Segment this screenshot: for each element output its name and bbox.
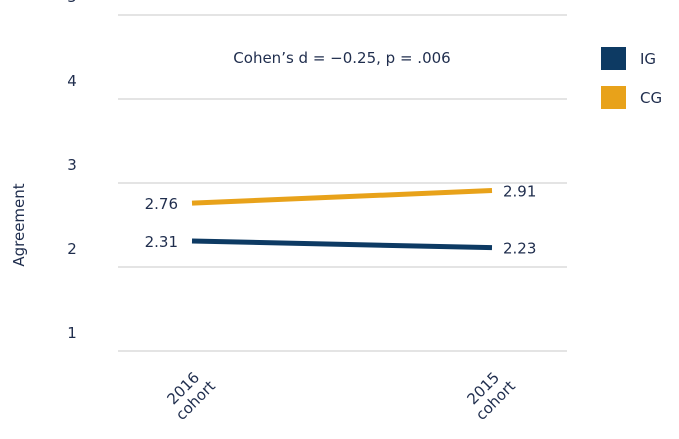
legend: IG CG: [601, 47, 662, 109]
y-axis-label: Agreement: [10, 183, 28, 266]
x-tick-label: 2016cohort: [160, 365, 219, 424]
y-tick-label: 2: [67, 240, 77, 258]
series-line-cg: [191, 188, 493, 206]
y-tick-label: 5: [67, 0, 77, 6]
legend-label: IG: [640, 50, 656, 68]
data-label: 2.31: [145, 233, 178, 251]
legend-swatch-ig: [601, 47, 626, 70]
y-axis-ticks: 1 2 3 4 5: [67, 0, 77, 342]
data-label: 2.23: [503, 240, 536, 258]
gridlines: [118, 14, 567, 352]
legend-label: CG: [640, 89, 662, 107]
data-label: 2.91: [503, 183, 536, 201]
data-label: 2.76: [145, 195, 178, 213]
series-lines: 2.31 2.23 2.76 2.91: [145, 183, 537, 258]
stats-annotation: Cohen’s d = −0.25, p = .006: [233, 49, 450, 67]
y-tick-label: 4: [67, 72, 77, 90]
x-tick-label: 2015cohort: [460, 365, 519, 424]
legend-swatch-cg: [601, 86, 626, 109]
y-tick-label: 3: [67, 156, 77, 174]
series-line-ig: [191, 238, 493, 251]
x-axis-ticks: 2016cohort 2015cohort: [160, 365, 519, 424]
y-tick-label: 1: [67, 324, 77, 342]
